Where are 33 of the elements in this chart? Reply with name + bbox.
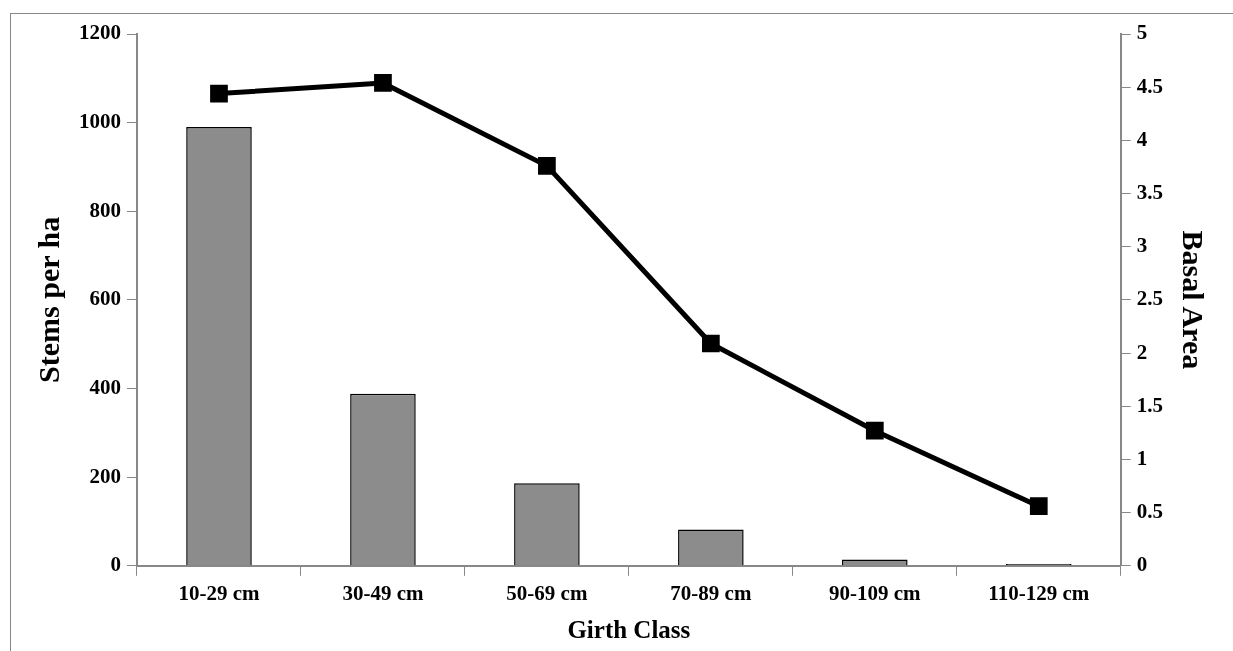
y-tick-label: 1200	[79, 20, 121, 45]
point	[538, 157, 556, 175]
y-axis-title: Stems per ha	[31, 216, 65, 383]
y2-tick-label: 0	[1136, 552, 1148, 577]
y-tick-label: 400	[89, 374, 121, 399]
y-tick-label: 1000	[79, 109, 121, 134]
y2-tick-label: 4	[1136, 126, 1148, 151]
x-tick-label: 90-109 cm	[829, 580, 922, 605]
y-tick-label: 600	[89, 286, 121, 311]
point	[865, 421, 884, 440]
y2-tick-label: 3	[1136, 233, 1148, 258]
y2-tick-label: 2.5	[1136, 286, 1163, 311]
y2-tick-label: 5	[1136, 20, 1148, 45]
y2-tick-label: 3.5	[1136, 179, 1163, 204]
y2-tick-label: 2	[1136, 339, 1148, 364]
y2-tick-label: 1.5	[1136, 392, 1163, 417]
x-tick-label: 50-69 cm	[506, 580, 588, 605]
x-axis-title: Girth Class	[567, 616, 691, 644]
y-tick-label: 200	[89, 463, 121, 488]
y2-tick-label: 4.5	[1136, 73, 1163, 98]
y-tick-label: 800	[89, 197, 121, 222]
point	[374, 74, 392, 92]
x-tick-label: 10-29 cm	[178, 580, 261, 605]
y2-tick-label: 1	[1136, 445, 1148, 470]
x-tick-label: 70-89 cm	[670, 580, 752, 605]
x-tick-label: 30-49 cm	[342, 580, 424, 605]
point	[1029, 497, 1048, 516]
y2-tick-label: 0.5	[1136, 499, 1163, 524]
point	[701, 334, 720, 353]
y2-axis-title: Basal Area	[1177, 230, 1211, 370]
point	[210, 84, 228, 103]
x-tick-label: 110-129 cm	[988, 580, 1090, 605]
y-tick-label: 0	[110, 552, 121, 577]
